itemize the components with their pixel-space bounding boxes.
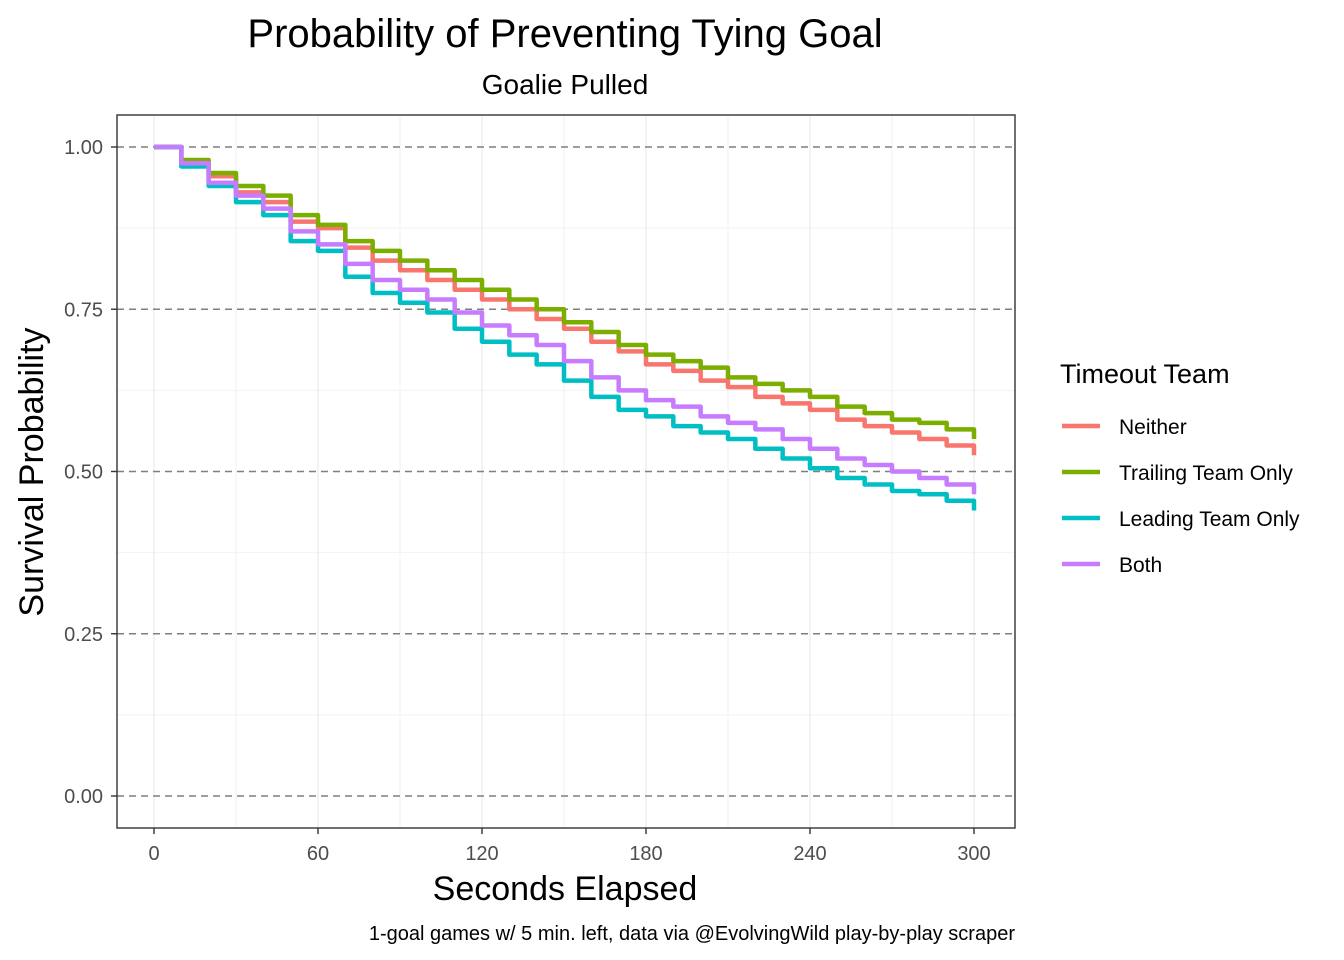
series-line-leading-team-only [154,144,977,511]
legend-label-leading-team-only: Leading Team Only [1119,508,1300,531]
legend-label-both: Both [1119,554,1162,577]
chart-title: Probability of Preventing Tying Goal [247,12,882,56]
major-gridlines [117,115,1015,828]
chart-subtitle: Goalie Pulled [482,69,649,100]
legend: Timeout Team Neither Trailing Team Only Le… [1060,359,1300,577]
x-tick-label: 240 [793,843,826,865]
y-axis-title: Survival Probability [13,327,51,616]
x-axis-title: Seconds Elapsed [433,870,698,908]
y-tick-label: 0.25 [64,624,103,646]
y-tick-label: 1.00 [64,137,103,159]
x-tick-label: 180 [629,843,662,865]
y-tick-label: 0.00 [64,786,103,808]
x-tick-label: 300 [957,843,990,865]
legend-title: Timeout Team [1060,359,1230,389]
series-lines [154,144,977,511]
legend-label-neither: Neither [1119,416,1187,439]
y-tick-label: 0.75 [64,299,103,321]
y-tick-label: 0.50 [64,462,103,484]
x-tick-label: 60 [307,843,329,865]
x-tick-label: 120 [465,843,498,865]
legend-label-trailing-team-only: Trailing Team Only [1119,462,1293,485]
x-tick-label: 0 [148,843,159,865]
series-line-both [154,144,977,495]
chart-caption: 1-goal games w/ 5 min. left, data via @E… [369,923,1015,945]
axis-ticks: 0 60 120 180 240 300 0.00 0.25 0.50 0.75 1.00 [64,137,991,865]
